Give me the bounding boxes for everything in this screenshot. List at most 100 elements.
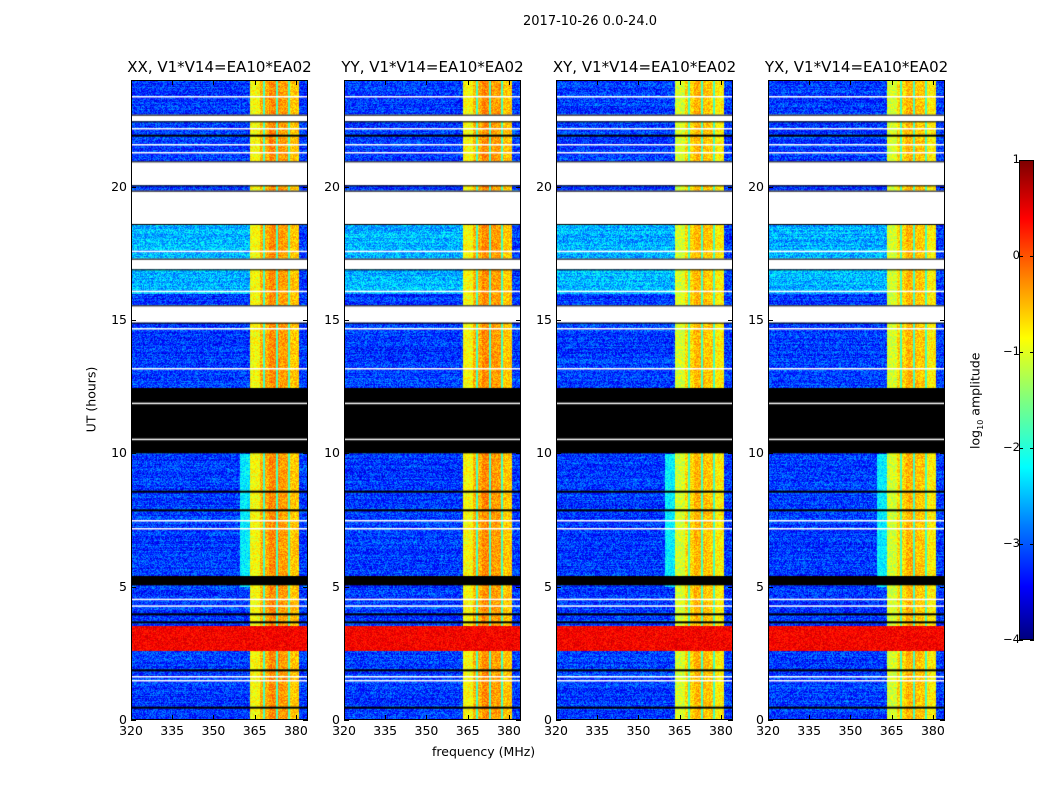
y-tick-mark <box>556 453 561 455</box>
y-tick-mark <box>344 453 349 455</box>
y-tick-mark <box>303 720 308 721</box>
y-tick-mark <box>344 720 349 721</box>
y-tick-label: 10 <box>536 445 552 461</box>
colorbar-label-sub: 10 <box>975 419 985 430</box>
x-tick-mark <box>344 80 345 85</box>
y-tick-mark <box>728 586 733 588</box>
x-tick-mark <box>467 80 469 85</box>
x-tick-mark <box>131 80 132 85</box>
y-tick-label: 15 <box>536 312 552 327</box>
colorbar-label-rest: amplitude <box>967 352 983 420</box>
x-tick-label: 365 <box>879 723 904 738</box>
y-tick-mark <box>940 586 945 588</box>
y-tick-mark <box>516 586 521 588</box>
y-tick-mark <box>940 453 945 455</box>
x-tick-label: 335 <box>797 723 822 738</box>
y-tick-label: 0 <box>544 712 552 727</box>
y-tick-mark <box>516 320 521 321</box>
colorbar-tick-mark <box>1019 160 1023 161</box>
x-tick-mark <box>426 80 428 85</box>
y-tick-label: 10 <box>324 445 340 461</box>
x-tick-label: 365 <box>455 723 480 738</box>
colorbar-tick-mark <box>1030 640 1034 641</box>
x-tick-label: 350 <box>414 723 439 738</box>
x-tick-label: 335 <box>160 723 185 738</box>
figure-title: 2017-10-26 0.0-24.0 <box>523 14 657 29</box>
x-tick-mark <box>768 715 769 720</box>
x-tick-mark <box>720 715 722 720</box>
colorbar-tick-mark <box>1019 640 1023 641</box>
x-tick-mark <box>556 80 557 85</box>
y-tick-mark <box>344 186 349 188</box>
heatmap-panel-2: XY, V1*V14=EA10*EA02 0 5 10 15 20 320 335 350 365… <box>536 58 736 738</box>
x-tick-label: 320 <box>544 723 568 738</box>
colorbar-tick-label: −2 <box>1003 440 1020 454</box>
x-tick-mark <box>508 715 510 720</box>
y-tick-mark <box>131 453 136 455</box>
x-tick-label: 320 <box>756 723 780 738</box>
x-tick-mark <box>295 80 297 85</box>
y-tick-label: 10 <box>748 445 764 461</box>
x-tick-mark <box>850 80 852 85</box>
colorbar-tick-mark <box>1030 256 1034 257</box>
x-tick-mark <box>891 715 893 720</box>
x-tick-mark <box>213 715 215 720</box>
x-tick-mark <box>720 80 722 85</box>
x-tick-mark <box>172 80 174 85</box>
x-tick-mark <box>809 715 811 720</box>
colorbar-tick-mark <box>1030 160 1034 161</box>
x-tick-mark <box>932 715 934 720</box>
x-tick-mark <box>679 80 681 85</box>
y-tick-mark <box>516 720 521 721</box>
spectrogram-canvas <box>344 80 521 720</box>
x-tick-label: 365 <box>242 723 267 738</box>
y-tick-mark <box>303 320 308 321</box>
x-tick-mark <box>508 80 510 85</box>
y-tick-label: 10 <box>111 445 127 461</box>
x-tick-label: 380 <box>496 723 521 738</box>
x-tick-label: 380 <box>283 723 308 738</box>
x-tick-mark <box>850 715 852 720</box>
x-tick-label: 365 <box>667 723 692 738</box>
colorbar-tick-mark <box>1019 256 1023 257</box>
x-tick-label: 380 <box>708 723 733 738</box>
y-tick-label: 20 <box>111 178 127 194</box>
y-tick-mark <box>940 720 945 721</box>
x-tick-mark <box>556 715 557 720</box>
colorbar-tick-mark <box>1019 544 1023 545</box>
x-tick-mark <box>768 80 769 85</box>
y-tick-label: 20 <box>748 178 764 194</box>
x-tick-mark <box>467 715 469 720</box>
panel-title: YX, V1*V14=EA10*EA02 <box>764 58 949 76</box>
colorbar-tick-label: 1 <box>1012 152 1020 166</box>
y-tick-mark <box>131 586 136 588</box>
heatmap-panel-3: YX, V1*V14=EA10*EA02 0 5 10 15 20 320 335 350 365… <box>748 58 948 738</box>
y-tick-label: 5 <box>756 578 764 594</box>
y-tick-mark <box>728 720 733 721</box>
y-tick-mark <box>768 186 773 188</box>
y-tick-mark <box>131 320 136 321</box>
colorbar-tick-label: −3 <box>1003 536 1020 550</box>
x-tick-mark <box>932 80 934 85</box>
y-tick-label: 15 <box>111 312 127 327</box>
y-tick-mark <box>303 453 308 455</box>
y-tick-mark <box>556 720 561 721</box>
y-tick-mark <box>516 453 521 455</box>
x-tick-mark <box>426 715 428 720</box>
y-tick-label: 5 <box>332 578 340 594</box>
y-tick-mark <box>768 320 773 321</box>
y-tick-mark <box>940 320 945 321</box>
x-tick-label: 350 <box>201 723 226 738</box>
x-tick-mark <box>213 80 215 85</box>
y-tick-mark <box>768 453 773 455</box>
x-tick-label: 350 <box>626 723 651 738</box>
y-tick-mark <box>768 720 773 721</box>
y-tick-mark <box>556 586 561 588</box>
y-tick-mark <box>940 186 945 188</box>
colorbar-tick-mark <box>1030 448 1034 449</box>
colorbar-tick-label: −4 <box>1003 632 1020 646</box>
x-tick-mark <box>385 715 387 720</box>
heatmap-panel-0: XX, V1*V14=EA10*EA02 0 5 10 15 20 320 335 350 365… <box>111 58 312 738</box>
y-axis-label: UT (hours) <box>83 366 99 433</box>
